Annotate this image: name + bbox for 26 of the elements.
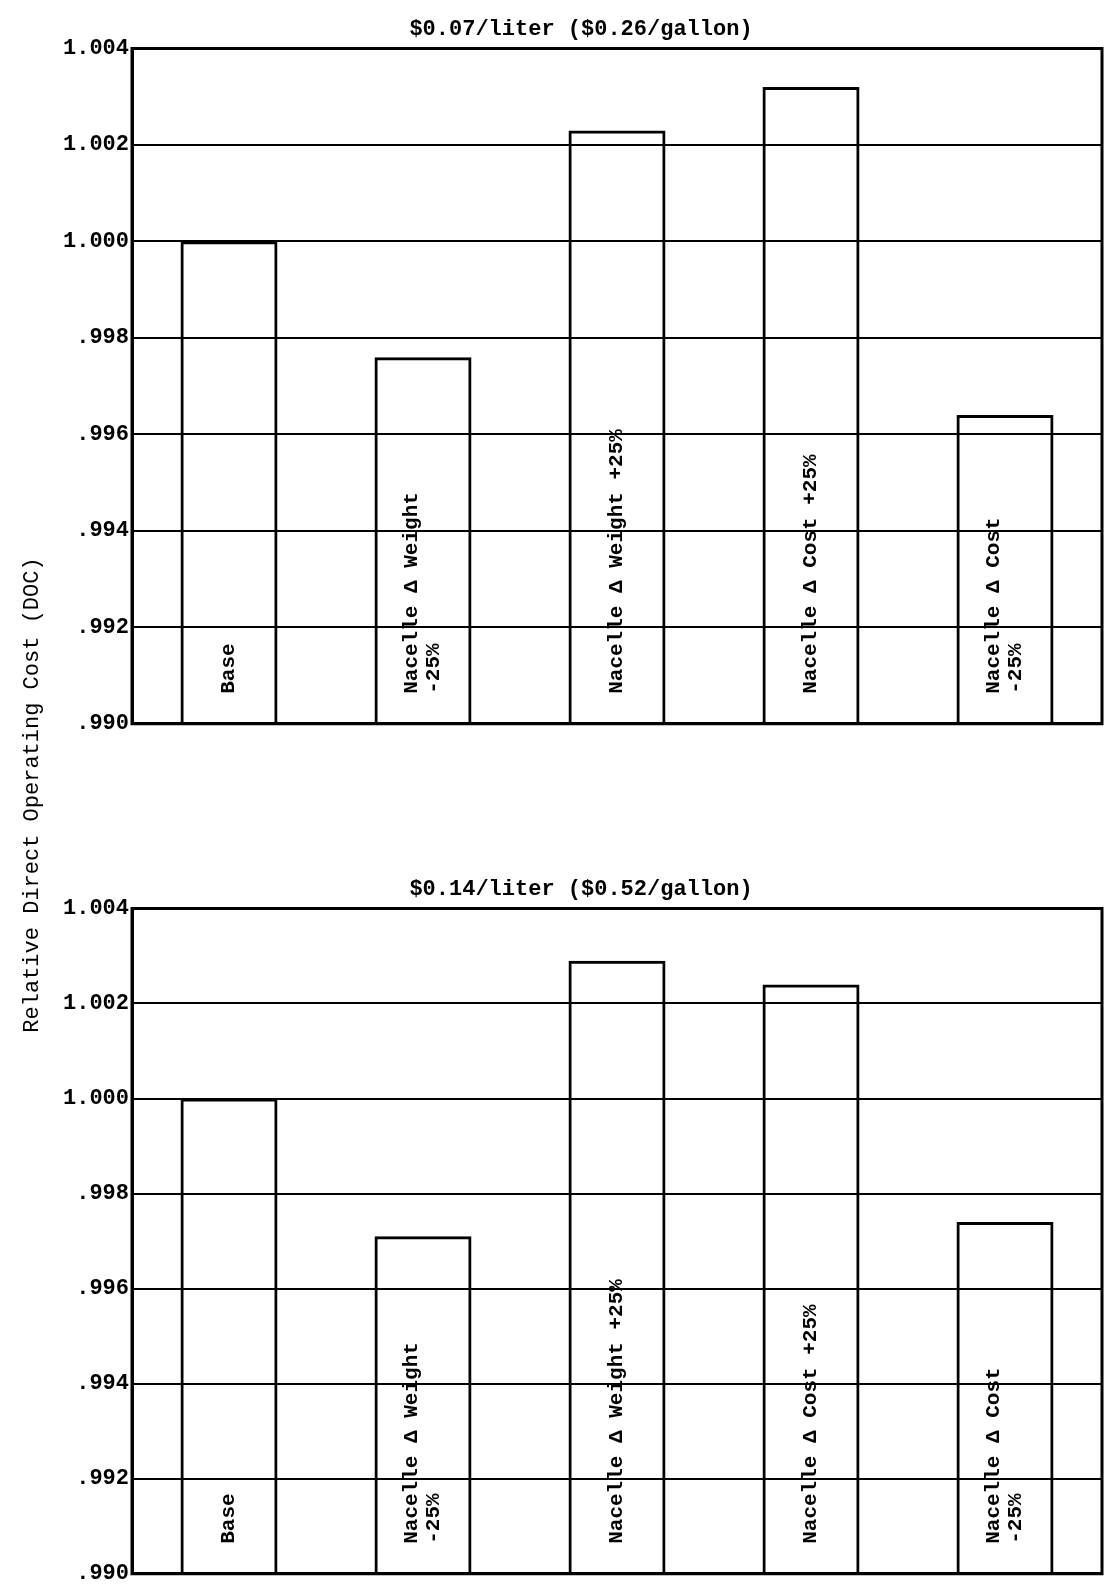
y-tick-label: .992 xyxy=(76,1466,130,1492)
y-tick-label: .992 xyxy=(76,614,130,640)
y-tick-label: .990 xyxy=(76,1561,130,1587)
y-tick-label: .990 xyxy=(76,711,130,737)
category-label: Nacelle Δ Weight -25% xyxy=(400,1342,446,1544)
y-tick-label: .994 xyxy=(76,518,130,544)
y-tick-label: .994 xyxy=(76,1371,130,1397)
category-label: Base xyxy=(217,643,241,694)
y-tick-label: 1.000 xyxy=(63,1086,130,1112)
category-label: Nacelle Δ Cost +25% xyxy=(799,454,823,694)
category-label: Nacelle Δ Weight -25% xyxy=(400,492,446,694)
chart-title: $0.14/liter ($0.52/gallon) xyxy=(409,876,753,902)
y-tick-label: .996 xyxy=(76,1276,130,1302)
category-label: Base xyxy=(217,1493,241,1544)
y-tick-label: .998 xyxy=(76,325,130,351)
y-tick-label: .998 xyxy=(76,1181,130,1207)
category-label: Nacelle Δ Weight +25% xyxy=(605,1279,629,1544)
category-label: Nacelle Δ Cost -25% xyxy=(982,517,1028,694)
y-tick-label: 1.002 xyxy=(63,991,130,1016)
y-axis-title: Relative Direct Operating Cost (DOC) xyxy=(19,557,45,1033)
chart-title: $0.07/liter ($0.26/gallon) xyxy=(409,16,753,42)
y-tick-label: 1.002 xyxy=(63,132,130,158)
y-tick-label: 1.000 xyxy=(63,228,130,254)
y-tick-label: 1.004 xyxy=(63,895,130,921)
y-tick-label: .996 xyxy=(76,421,130,447)
y-tick-label: 1.004 xyxy=(63,35,130,61)
